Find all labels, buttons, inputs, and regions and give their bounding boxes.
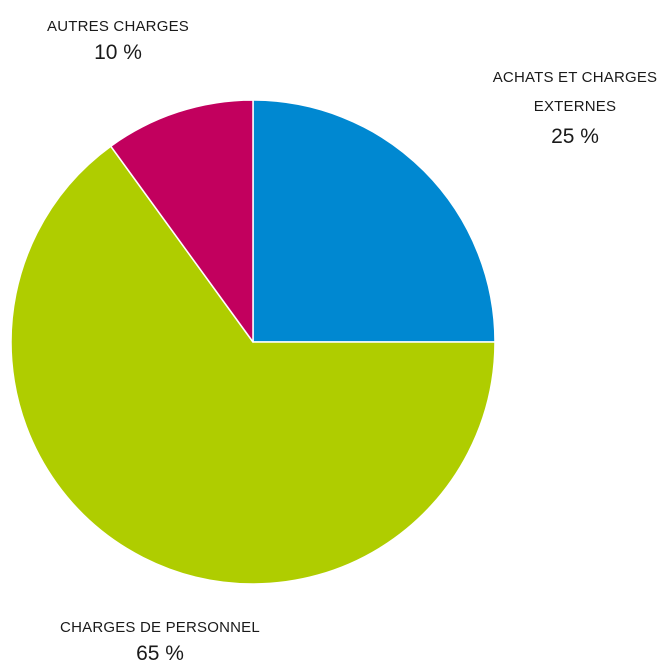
achats-charges-externes-value: 25 % [551, 124, 599, 148]
charges-de-personnel-value: 65 % [136, 641, 184, 665]
autres-charges-label: AUTRES CHARGES 10 % [38, 16, 198, 68]
pie-slices [10, 99, 496, 585]
pie-slice-charges-de-personnel [10, 145, 496, 585]
charges-de-personnel-label: CHARGES DE PERSONNEL 65 % [30, 617, 290, 669]
autres-charges-name: AUTRES CHARGES [47, 18, 189, 35]
charges-de-personnel-name: CHARGES DE PERSONNEL [60, 619, 260, 636]
achats-label-line-1: ACHATS ET CHARGES [492, 69, 658, 86]
autres-charges-value: 10 % [94, 40, 142, 64]
achats-label-line-2: EXTERNES [533, 98, 617, 116]
achats-charges-externes-label: ACHATS ET CHARGES EXTERNES 25 % [480, 63, 670, 152]
pie-slice-achats-et-charges-externes [252, 99, 496, 343]
pie-slice-autres-charges [110, 99, 254, 343]
